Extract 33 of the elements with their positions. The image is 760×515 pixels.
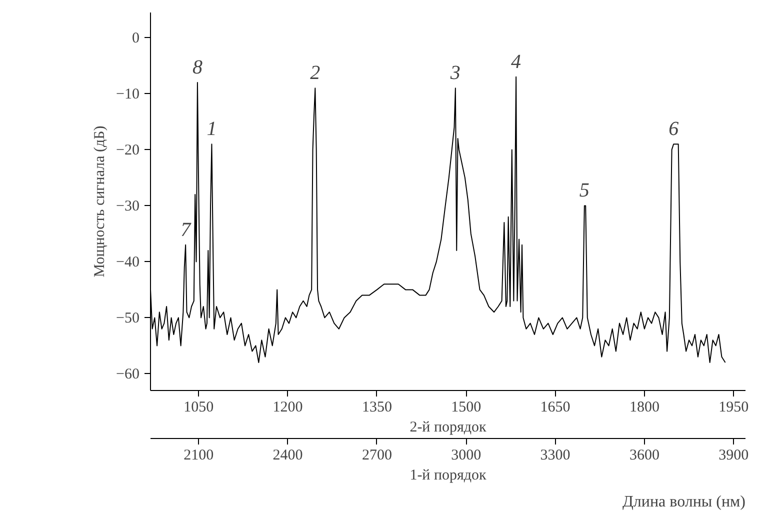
- annotation: 2: [310, 62, 320, 84]
- text: Длина волны (нм): [622, 494, 746, 510]
- y-tick-label: −60: [116, 366, 140, 383]
- annotation: 6: [668, 118, 679, 140]
- y-tick-label: −10: [116, 86, 140, 103]
- annotation: 8: [192, 56, 202, 78]
- x2-tick-label: 3300: [540, 448, 570, 464]
- y-tick-label: −30: [116, 198, 140, 215]
- y-tick-label: −20: [116, 142, 140, 159]
- x-tick-label: 1800: [629, 400, 660, 416]
- annotation: 3: [449, 62, 460, 84]
- x-tick-label: 1050: [184, 400, 214, 416]
- x-tick-label: 1200: [272, 400, 303, 416]
- x2-tick-label: 2400: [272, 448, 303, 464]
- x-tick-label: 1350: [362, 400, 392, 416]
- x2-tick-label: 3900: [718, 448, 749, 464]
- annotation: 4: [511, 50, 522, 73]
- x2-tick-label: 3000: [451, 448, 482, 464]
- x-tick-label: 1500: [451, 400, 482, 416]
- x-tick-label: 1950: [718, 400, 749, 416]
- y-axis-title: Мощность сигнала (дБ): [92, 126, 108, 278]
- annotation: 5: [579, 180, 590, 202]
- x2-axis-title: 1-й порядок: [410, 468, 488, 484]
- x2-tick-label: 2700: [362, 448, 392, 464]
- y-tick-label: 0: [132, 30, 140, 47]
- annotation: 7: [180, 218, 192, 241]
- y-tick-label: −40: [116, 254, 140, 271]
- x-axis-title: 2-й порядок: [410, 420, 488, 436]
- y-tick-label: −50: [116, 310, 140, 327]
- x-tick-label: 1650: [540, 400, 570, 416]
- x2-tick-label: 3600: [629, 448, 660, 464]
- x2-tick-label: 2100: [184, 448, 214, 464]
- annotation: 1: [206, 118, 217, 140]
